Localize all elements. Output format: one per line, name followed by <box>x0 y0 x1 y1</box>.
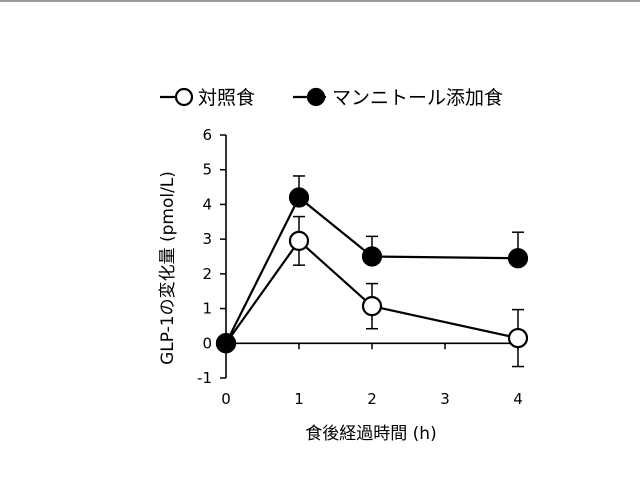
x-tick-label: 1 <box>294 390 304 408</box>
y-tick-label: -1 <box>197 369 212 387</box>
y-tick-label: 0 <box>202 334 212 352</box>
legend-label-control: 対照食 <box>198 87 255 109</box>
x-tick-label: 3 <box>440 390 450 408</box>
data-point <box>509 249 527 267</box>
y-tick-label: 4 <box>202 195 212 213</box>
y-tick-label: 6 <box>202 126 212 144</box>
legend: 対照食 マンニトール添加食 <box>160 87 503 109</box>
data-point <box>290 188 308 206</box>
x-axis-label: 食後経過時間 (h) <box>305 424 436 444</box>
legend-marker-control <box>176 89 192 105</box>
x-tick-label: 4 <box>513 390 523 408</box>
data-point <box>363 248 381 266</box>
axes: -1 0 1 2 3 4 5 6 0 1 2 3 4 <box>197 126 523 408</box>
legend-marker-mannitol <box>308 89 324 105</box>
y-tick-label: 5 <box>202 161 212 179</box>
y-tick-label: 1 <box>202 300 212 318</box>
y-tick-label: 3 <box>202 230 212 248</box>
plot-area <box>217 176 527 367</box>
data-point <box>290 232 308 250</box>
data-point <box>217 334 235 352</box>
data-point <box>509 329 527 347</box>
x-tick-label: 0 <box>221 390 231 408</box>
legend-label-mannitol: マンニトール添加食 <box>332 87 503 109</box>
data-point <box>363 297 381 315</box>
y-axis-label: GLP-1の変化量 (pmol/L) <box>158 171 178 365</box>
x-tick-label: 2 <box>367 390 377 408</box>
y-tick-label: 2 <box>202 265 212 283</box>
x-ticks: 0 1 2 3 4 <box>221 343 523 408</box>
